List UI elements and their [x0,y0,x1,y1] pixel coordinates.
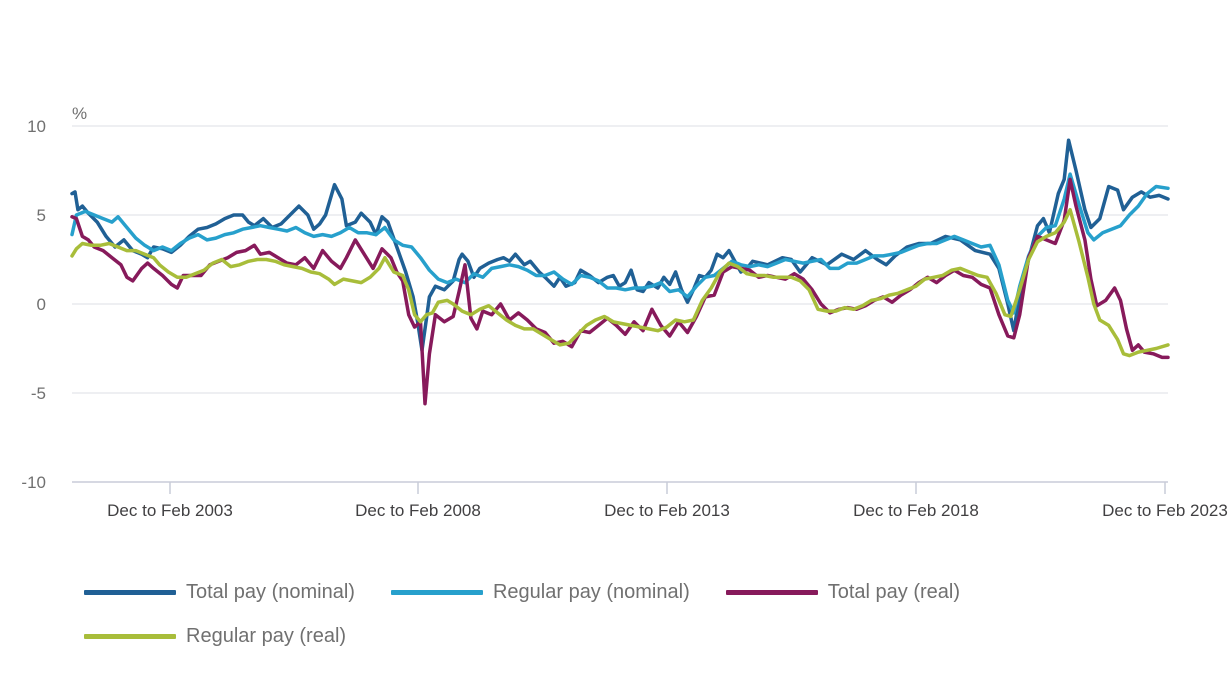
y-tick-label: -10 [21,473,46,492]
legend-item-regular-pay-nominal[interactable]: Regular pay (nominal) [390,575,690,609]
series-line-regular-pay-nominal [70,172,1170,315]
y-tick-label: -5 [31,384,46,403]
y-axis: 10 5 0 -5 -10 [21,117,46,492]
series-line-total-pay-real [70,177,1170,406]
x-tick-label: Dec to Feb 2008 [355,501,481,520]
y-tick-label: 0 [37,295,46,314]
x-tick-label: Dec to Feb 2013 [604,501,730,520]
legend-item-regular-pay-real[interactable]: Regular pay (real) [84,619,1148,653]
y-tick-label: 5 [37,206,46,225]
legend-swatch [390,589,483,595]
legend-item-total-pay-real[interactable]: Total pay (real) [725,575,961,609]
legend-item-total-pay-nominal[interactable]: Total pay (nominal) [84,575,355,609]
series-line-regular-pay-real [70,207,1170,358]
legend-label: Total pay (nominal) [186,580,355,603]
legend-swatch [84,589,176,595]
legend-label: Regular pay (nominal) [492,580,690,603]
y-tick-label: 10 [27,117,46,136]
y-unit-label: % [72,104,87,123]
x-tick-label: Dec to Feb 2018 [853,501,979,520]
legend-label: Total pay (real) [827,580,961,603]
x-axis: Dec to Feb 2003 Dec to Feb 2008 Dec to Feb… [72,481,1228,520]
legend: Total pay (nominal) Regular pay (nominal… [84,575,1184,653]
x-tick-label: Dec to Feb 2003 [107,501,233,520]
series-lines [70,138,1170,406]
legend-swatch [725,589,818,595]
legend-swatch [84,633,176,639]
legend-label: Regular pay (real) [186,624,347,647]
x-tick-label: Dec to Feb 2023 [1102,501,1228,520]
series-line-total-pay-nominal [70,138,1170,353]
gridlines [72,125,1168,394]
